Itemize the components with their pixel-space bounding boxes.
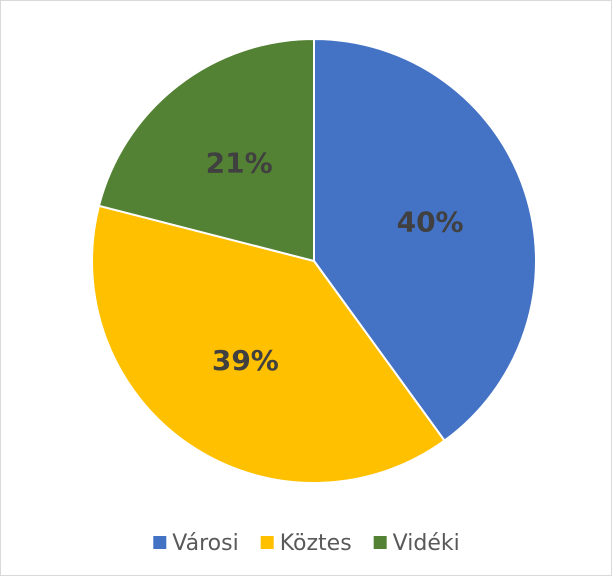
pie-slice [313, 37, 537, 442]
legend-label: Köztes [280, 531, 352, 556]
legend: Városi Köztes Vidéki [153, 531, 460, 556]
legend-label: Városi [172, 531, 238, 556]
pie-slice [91, 204, 446, 484]
data-label: 39% [212, 344, 279, 377]
data-label: 40% [397, 205, 464, 238]
legend-swatch [373, 536, 387, 549]
legend-swatch [153, 536, 167, 549]
pie-slice [97, 37, 315, 263]
legend-swatch [260, 536, 274, 549]
data-label: 21% [206, 147, 273, 180]
legend-label: Vidéki [393, 531, 460, 556]
